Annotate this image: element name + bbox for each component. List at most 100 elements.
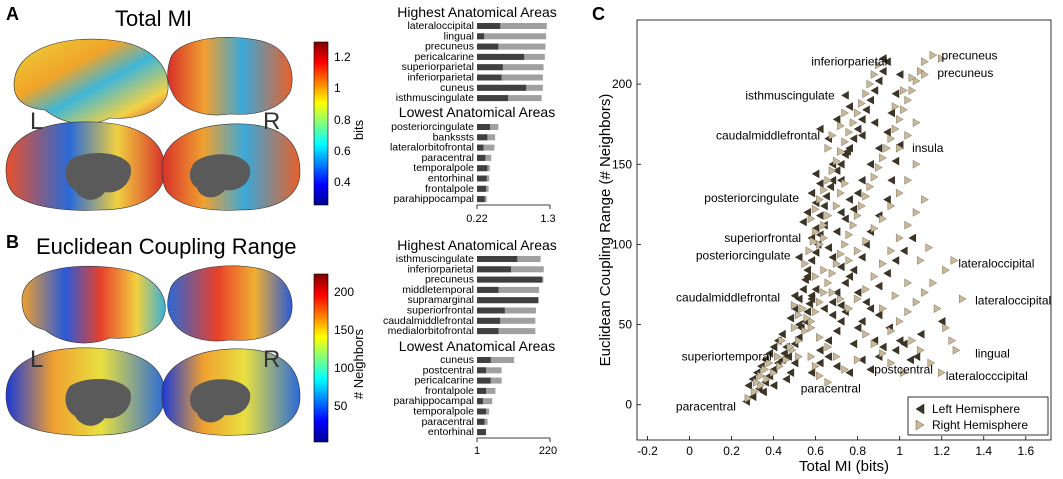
legend: Left Hemisphere Right Hemisphere	[907, 396, 1049, 436]
right-hemisphere-point	[917, 345, 925, 355]
right-hemisphere-point	[862, 329, 870, 339]
left-hemisphere-point	[883, 268, 891, 278]
right-hemisphere-point	[887, 358, 896, 368]
bar-right	[477, 367, 502, 374]
right-hemisphere-point	[828, 288, 837, 297]
right-hemisphere-point	[912, 118, 921, 127]
right-hemisphere-point	[845, 230, 854, 240]
right-hemisphere-point	[853, 246, 862, 256]
right-hemisphere-point	[866, 182, 875, 192]
right-hemisphere-point	[925, 243, 934, 252]
a-axis-max: 1.3	[540, 213, 555, 225]
annotations: inferiorparietal precuneus precuneus isthmu…	[676, 48, 1051, 413]
right-hemisphere-point	[879, 259, 887, 269]
left-hemisphere-point	[828, 252, 837, 262]
right-hemisphere-point	[845, 304, 854, 313]
x-tick-label: 0.8	[849, 444, 866, 458]
bar-label: frontalpole	[425, 183, 474, 195]
legend-left-marker	[915, 403, 925, 415]
brain-b-right-medial-gray	[189, 379, 251, 423]
panel-a-brains	[5, 37, 301, 211]
right-hemisphere-point	[904, 95, 912, 105]
left-hemisphere-point	[870, 86, 879, 95]
left-hemisphere-point	[786, 368, 795, 378]
legend-left-label: Left Hemisphere	[932, 402, 1020, 416]
bar-left	[477, 276, 543, 283]
bar-left	[477, 124, 490, 130]
bar-left	[477, 357, 491, 363]
right-hemisphere-point	[921, 57, 929, 67]
right-hemisphere-point	[948, 336, 957, 345]
right-hemisphere-point	[862, 191, 870, 201]
left-hemisphere-point	[805, 299, 814, 309]
right-hemisphere-point	[809, 236, 818, 246]
left-hemisphere-point	[891, 89, 900, 99]
x-tick-label: 1.2	[933, 444, 950, 458]
left-hemisphere-point	[780, 349, 788, 358]
right-hemisphere-point	[900, 86, 908, 95]
right-hemisphere-point	[769, 368, 778, 378]
x-tick-label: 0	[686, 444, 693, 458]
right-hemisphere-point	[862, 89, 870, 99]
left-hemisphere-point	[832, 166, 841, 176]
left-hemisphere-point	[849, 204, 858, 214]
bar-label: entorhinal	[428, 426, 474, 438]
left-hemisphere-point	[836, 300, 845, 310]
right-hemisphere-point	[832, 259, 841, 269]
bar-left	[477, 408, 487, 415]
right-hemisphere-point	[795, 310, 803, 320]
bar-label: parahippocampal	[393, 395, 474, 407]
left-hemisphere-point	[878, 54, 887, 63]
annotation-label: lateralocccipital	[946, 369, 1028, 383]
annotation-label: caudalmiddlefrontal	[676, 290, 780, 304]
bar-label: precuneus	[425, 274, 474, 286]
bar-label: paracentral	[421, 416, 474, 428]
bar-right	[477, 23, 547, 29]
bar-right	[477, 64, 544, 71]
left-hemisphere-point	[832, 361, 841, 371]
right-hemisphere-point	[841, 179, 849, 188]
bar-label: cuneus	[440, 354, 474, 366]
left-hemisphere-point	[841, 278, 849, 288]
right-hemisphere-point	[866, 79, 875, 89]
annotation-label: postcentral	[874, 362, 933, 376]
left-hemisphere-point	[803, 265, 811, 275]
left-hemisphere-point	[790, 358, 799, 368]
x-tick-label: 1	[896, 444, 903, 458]
right-hemisphere-point	[845, 256, 854, 265]
bar-label: cuneus	[440, 82, 474, 94]
right-hemisphere-point	[832, 352, 841, 361]
a-highest-group: lateraloccipitallingualprecuneuspericalc…	[396, 20, 547, 104]
right-hemisphere-point	[805, 246, 814, 256]
right-hemisphere-point	[776, 361, 784, 371]
right-hemisphere-point	[853, 355, 862, 365]
right-hemisphere-point	[895, 143, 904, 153]
annotation-label: insula	[912, 141, 944, 155]
brain-b-right-lateral	[167, 265, 293, 342]
left-hemisphere-point	[811, 169, 820, 179]
bar-right	[477, 398, 493, 405]
annotation-label: lingual	[975, 346, 1010, 360]
right-hemisphere-point	[862, 236, 870, 246]
left-hemisphere-point	[794, 252, 803, 262]
right-hemisphere-point	[879, 214, 887, 224]
right-hemisphere-point	[874, 60, 883, 70]
bar-left	[477, 84, 527, 91]
right-hemisphere-point	[908, 336, 917, 345]
left-hemisphere-point	[845, 102, 853, 111]
bar-left	[477, 398, 483, 405]
right-hemisphere-point	[820, 265, 828, 275]
left-hemisphere-point	[845, 272, 853, 281]
annotation-label: paracentral	[801, 382, 861, 396]
right-hemisphere-point	[824, 175, 833, 185]
right-hemisphere-point	[849, 118, 858, 127]
y-tick-label: 0	[625, 398, 632, 412]
right-hemisphere-point	[828, 131, 837, 140]
bar-right	[477, 95, 542, 102]
right-hemisphere-point	[904, 220, 912, 230]
left-hemisphere-point	[883, 127, 891, 137]
left-hemisphere-point	[866, 304, 874, 313]
right-hemisphere-point	[895, 317, 904, 326]
bar-right	[477, 357, 515, 363]
bar-label: isthmuscingulate	[396, 253, 474, 265]
